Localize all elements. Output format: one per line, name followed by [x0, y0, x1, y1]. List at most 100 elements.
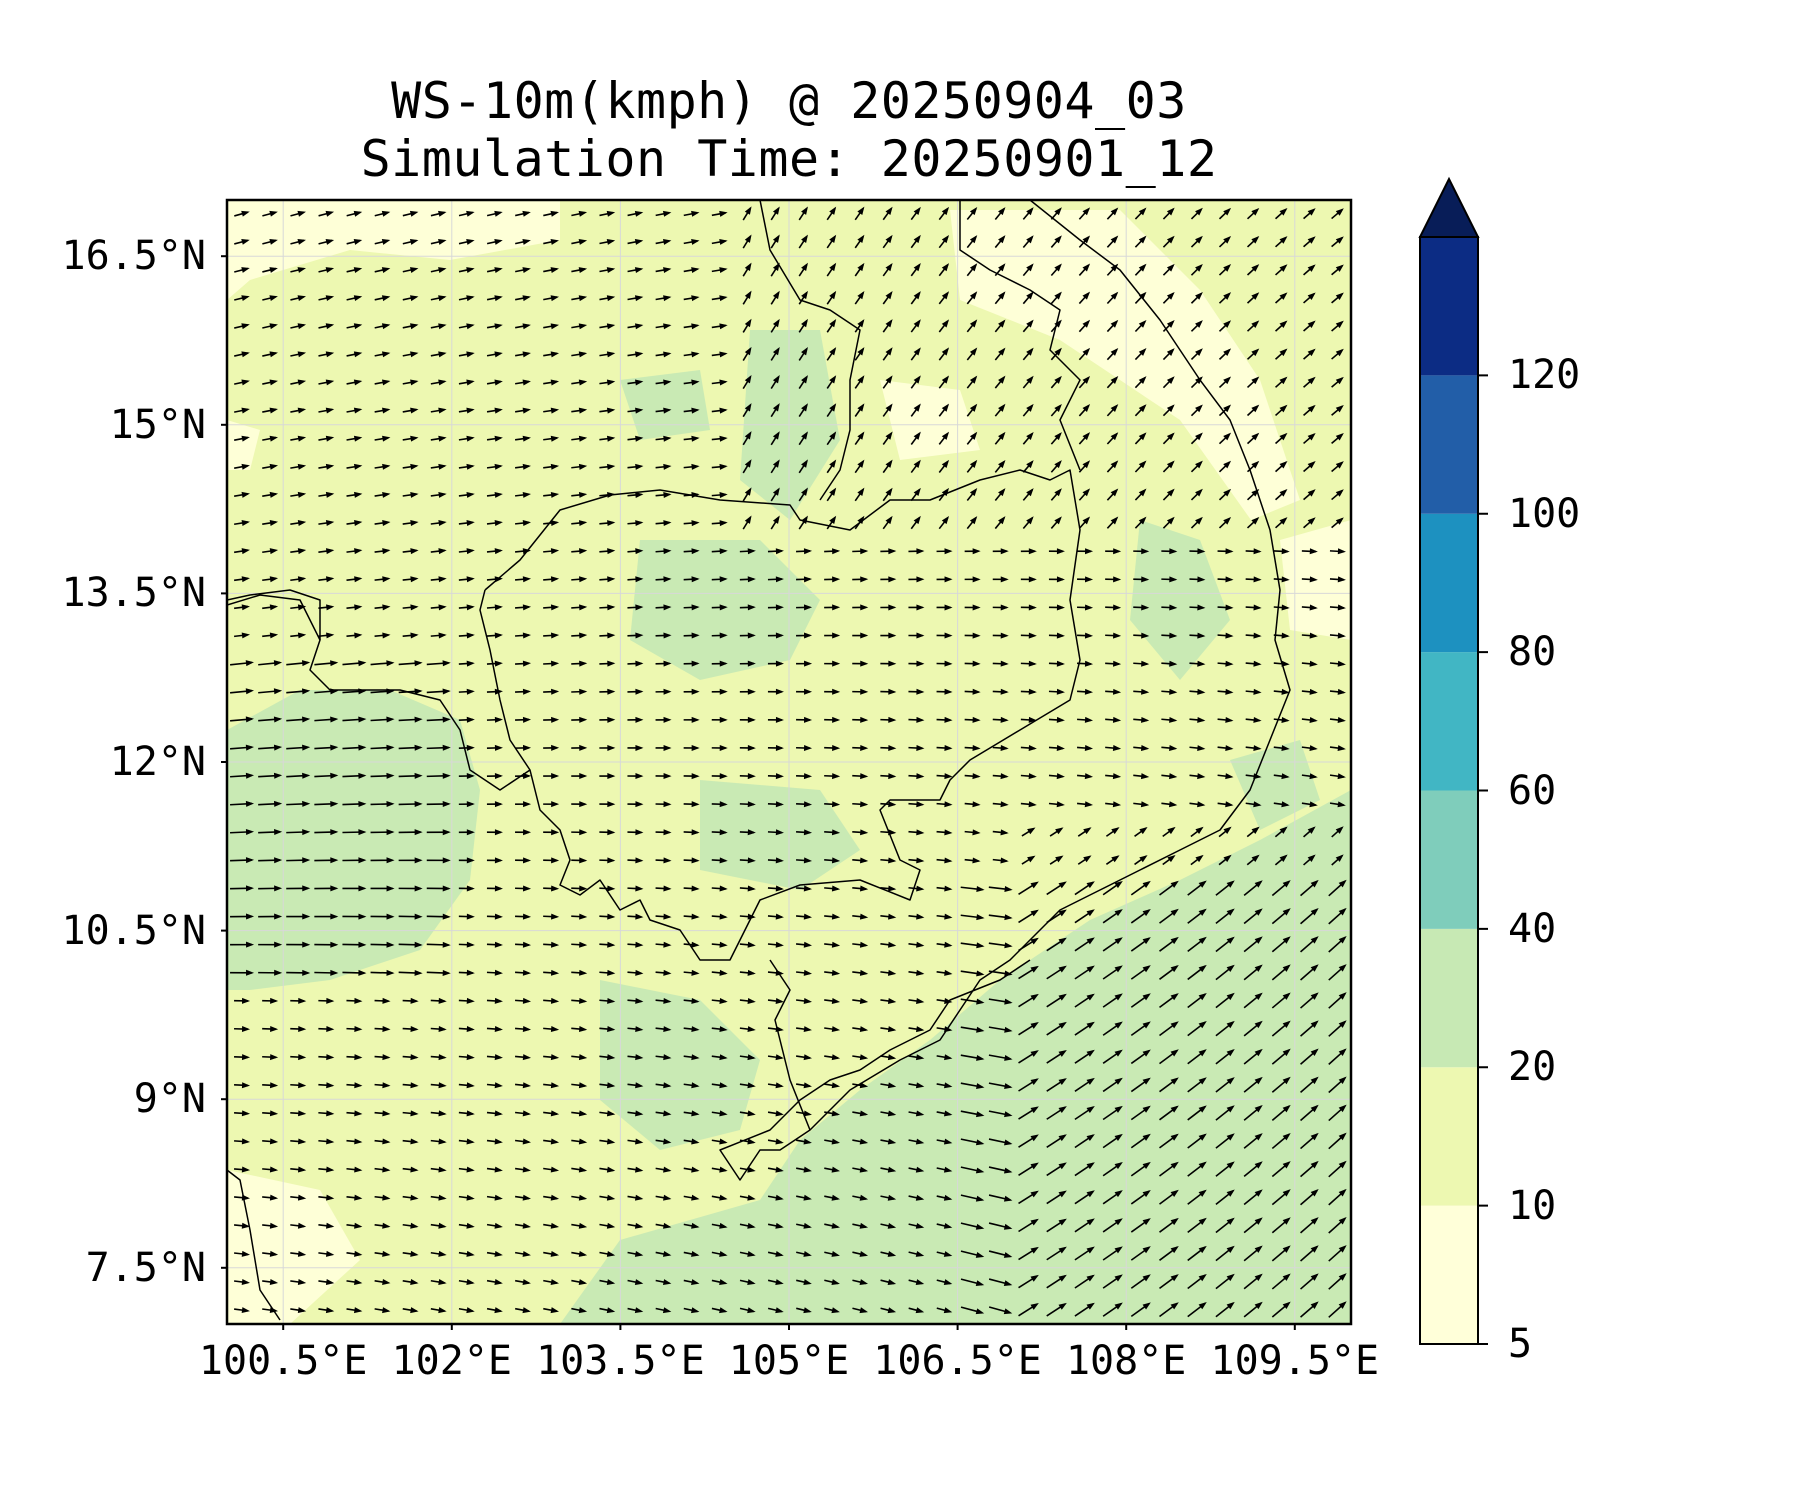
wind-arrow: [994, 516, 1006, 530]
wind-arrow: [262, 1054, 279, 1061]
wind-arrow: [683, 1026, 700, 1033]
wind-arrow: [370, 829, 395, 836]
wind-arrow: [571, 1166, 588, 1173]
wind-arrow: [655, 941, 672, 948]
wind-arrow: [402, 632, 419, 639]
wind-arrow: [543, 576, 560, 583]
wind-arrow: [543, 239, 559, 245]
wind-arrow: [880, 1251, 897, 1257]
wind-arrow: [230, 772, 255, 779]
wind-arrow: [318, 1054, 335, 1061]
wind-arrow: [966, 207, 978, 221]
wind-arrow: [960, 1250, 985, 1258]
wind-arrow: [627, 1307, 644, 1314]
wind-arrow: [882, 487, 893, 502]
wind-arrow: [398, 660, 423, 667]
wind-arrow: [515, 997, 532, 1004]
wind-arrow: [342, 716, 367, 723]
wind-arrow: [960, 1054, 985, 1061]
wind-arrow: [543, 210, 559, 217]
wind-arrow: [655, 660, 672, 667]
colorbar-segment: [1420, 790, 1478, 929]
wind-arrow: [374, 238, 391, 245]
wind-arrow: [1074, 1274, 1095, 1289]
wind-arrow: [711, 716, 728, 723]
wind-arrow: [402, 1307, 419, 1314]
wind-arrow: [936, 1307, 953, 1314]
wind-arrow: [994, 319, 1006, 333]
wind-arrow: [1046, 1218, 1067, 1233]
wind-arrow: [960, 1110, 985, 1118]
wind-arrow: [711, 210, 728, 217]
wind-arrow: [796, 829, 813, 836]
wind-arrow: [230, 688, 254, 695]
wind-arrow: [286, 688, 311, 695]
wind-arrow: [346, 1110, 363, 1117]
wind-arrow: [988, 1110, 1013, 1118]
wind-arrow: [262, 463, 279, 470]
wind-arrow: [370, 801, 395, 808]
wind-arrow: [515, 1194, 531, 1201]
wind-arrow: [627, 688, 644, 695]
wind-arrow: [655, 1250, 672, 1257]
wind-arrow: [1187, 1302, 1207, 1318]
wind-arrow: [936, 1251, 953, 1257]
wind-contour-region: [227, 1170, 360, 1324]
wind-arrow: [430, 1110, 447, 1117]
wind-arrow: [599, 632, 616, 639]
wind-arrow: [1077, 604, 1094, 611]
wind-arrow: [796, 1307, 812, 1314]
wind-arrow: [938, 487, 950, 502]
wind-arrow: [458, 1279, 475, 1285]
wind-arrow: [711, 239, 728, 245]
wind-arrow: [1105, 827, 1120, 837]
wind-arrow: [854, 375, 865, 389]
wind-arrow: [880, 829, 897, 836]
wind-arrow: [318, 1279, 335, 1285]
wind-arrow: [1246, 264, 1260, 276]
wind-arrow: [1134, 291, 1147, 304]
wind-arrow: [1243, 936, 1263, 953]
wind-arrow: [1078, 319, 1091, 333]
wind-arrow: [711, 407, 728, 414]
wind-arrow: [374, 632, 391, 639]
wind-arrow: [1077, 660, 1094, 667]
wind-arrow: [458, 885, 475, 892]
wind-arrow: [798, 431, 808, 446]
wind-arrow: [458, 239, 475, 245]
wind-arrow: [1329, 801, 1346, 808]
wind-arrow: [1215, 936, 1235, 953]
wind-arrow: [374, 1110, 391, 1117]
wind-arrow: [571, 997, 588, 1004]
wind-arrow: [627, 1166, 644, 1173]
wind-arrow: [599, 801, 616, 808]
wind-arrow: [683, 210, 700, 217]
wind-arrow: [767, 1251, 784, 1257]
wind-arrow: [571, 1279, 588, 1285]
wind-arrow: [767, 1110, 784, 1117]
wind-arrow: [1018, 1274, 1039, 1289]
wind-arrow: [1329, 688, 1346, 695]
wind-arrow: [1328, 1048, 1347, 1065]
wind-arrow: [486, 1279, 503, 1285]
wind-arrow: [1275, 320, 1288, 332]
wind-arrow: [346, 323, 363, 330]
wind-arrow: [286, 913, 311, 920]
wind-arrow: [1106, 376, 1119, 389]
wind-arrow: [234, 997, 251, 1004]
wind-arrow: [342, 885, 367, 892]
wind-arrow: [234, 1250, 250, 1257]
wind-arrow: [571, 829, 588, 836]
wind-arrow: [711, 885, 728, 892]
wind-arrow: [1048, 604, 1065, 611]
wind-arrow: [936, 745, 953, 751]
wind-arrow: [398, 688, 423, 695]
wind-arrow: [908, 969, 925, 976]
wind-arrow: [1329, 604, 1346, 611]
wind-arrow: [936, 576, 953, 583]
wind-arrow: [1133, 632, 1150, 639]
wind-arrow: [318, 1082, 335, 1089]
wind-arrow: [1077, 688, 1094, 695]
wind-arrow: [262, 323, 278, 330]
wind-arrow: [486, 576, 503, 583]
